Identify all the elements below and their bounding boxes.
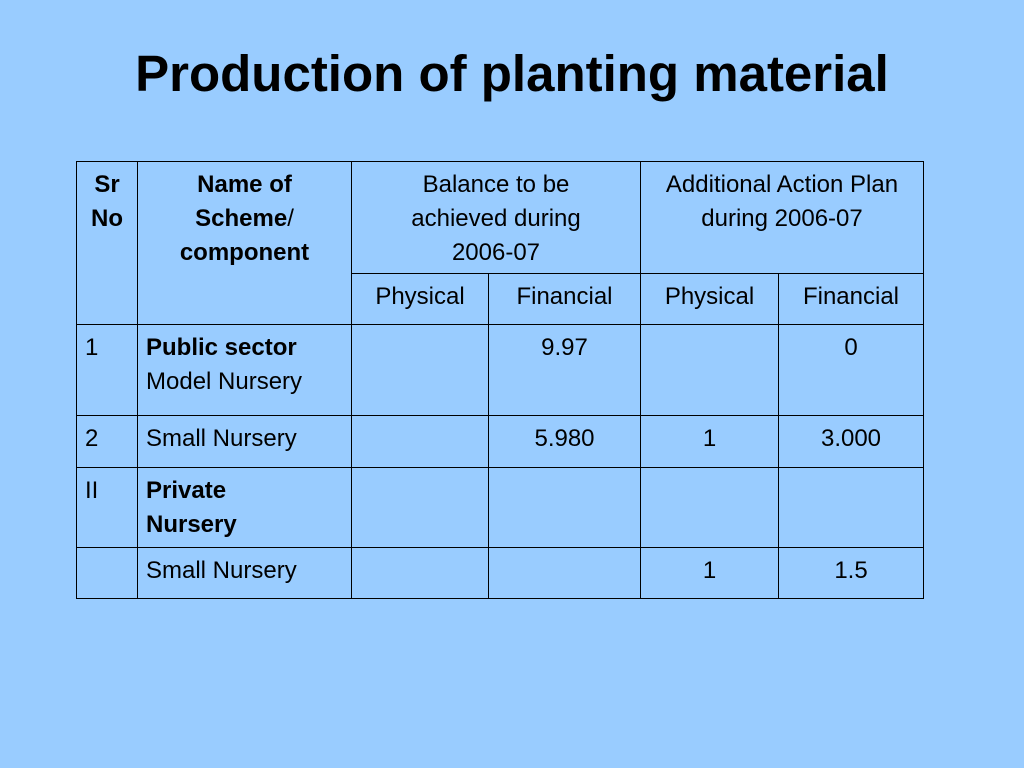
header-scheme-line3: component: [179, 239, 310, 266]
table-row: II Private Nursery: [76, 467, 924, 548]
header-sr-no: Sr No: [76, 161, 138, 325]
row-balance-financial: 5.980: [488, 415, 641, 468]
row-additional-physical: [640, 467, 779, 548]
row-additional-physical: [640, 324, 779, 416]
row-balance-financial: 9.97: [488, 324, 641, 416]
row-balance-physical: [351, 324, 489, 416]
row-scheme-name: Small Nursery: [137, 547, 352, 599]
table-row: 1 Public sector Model Nursery 9.97 0: [76, 324, 924, 416]
row-scheme-name-rest: Model Nursery: [146, 368, 303, 395]
row-sr: II: [76, 467, 138, 548]
row-additional-financial: 1.5: [778, 547, 924, 599]
header-sr-no-line1: Sr: [94, 171, 120, 198]
subheader-additional-physical: Physical: [640, 273, 779, 325]
row-additional-financial: [778, 467, 924, 548]
row-sr: [76, 547, 138, 599]
header-additional-group: Additional Action Plan during 2006-07: [640, 161, 924, 274]
row-scheme-name-bold: Public sector: [146, 334, 297, 361]
table-row: Small Nursery 1 1.5: [76, 547, 924, 599]
row-additional-physical: 1: [640, 547, 779, 599]
header-scheme-line1: Name of: [197, 171, 292, 198]
header-sr-no-line2: No: [91, 205, 123, 232]
row-sr: 1: [76, 324, 138, 416]
subheader-additional-financial: Financial: [778, 273, 924, 325]
row-sr: 2: [76, 415, 138, 468]
row-scheme-name: Small Nursery: [137, 415, 352, 468]
row-balance-physical: [351, 547, 489, 599]
row-additional-physical: 1: [640, 415, 779, 468]
planting-material-table: Sr No Name of Scheme/ component Balance …: [76, 161, 924, 599]
header-scheme-line2: Scheme: [195, 205, 288, 232]
header-scheme-name: Name of Scheme/ component: [137, 161, 352, 325]
row-scheme-name: Public sector Model Nursery: [137, 324, 352, 416]
row-additional-financial: 0: [778, 324, 924, 416]
subheader-balance-physical: Physical: [351, 273, 489, 325]
header-scheme-slash: /: [287, 205, 294, 232]
header-balance-group: Balance to be achieved during 2006-07: [351, 161, 641, 274]
row-balance-physical: [351, 415, 489, 468]
row-balance-financial: [488, 467, 641, 548]
row-scheme-name: Private Nursery: [137, 467, 352, 548]
row-balance-physical: [351, 467, 489, 548]
row-additional-financial: 3.000: [778, 415, 924, 468]
table-header-row: Sr No Name of Scheme/ component Balance …: [76, 161, 924, 325]
slide-title: Production of planting material: [135, 45, 889, 102]
table-row: 2 Small Nursery 5.980 1 3.000: [76, 415, 924, 468]
subheader-balance-financial: Financial: [488, 273, 641, 325]
row-balance-financial: [488, 547, 641, 599]
